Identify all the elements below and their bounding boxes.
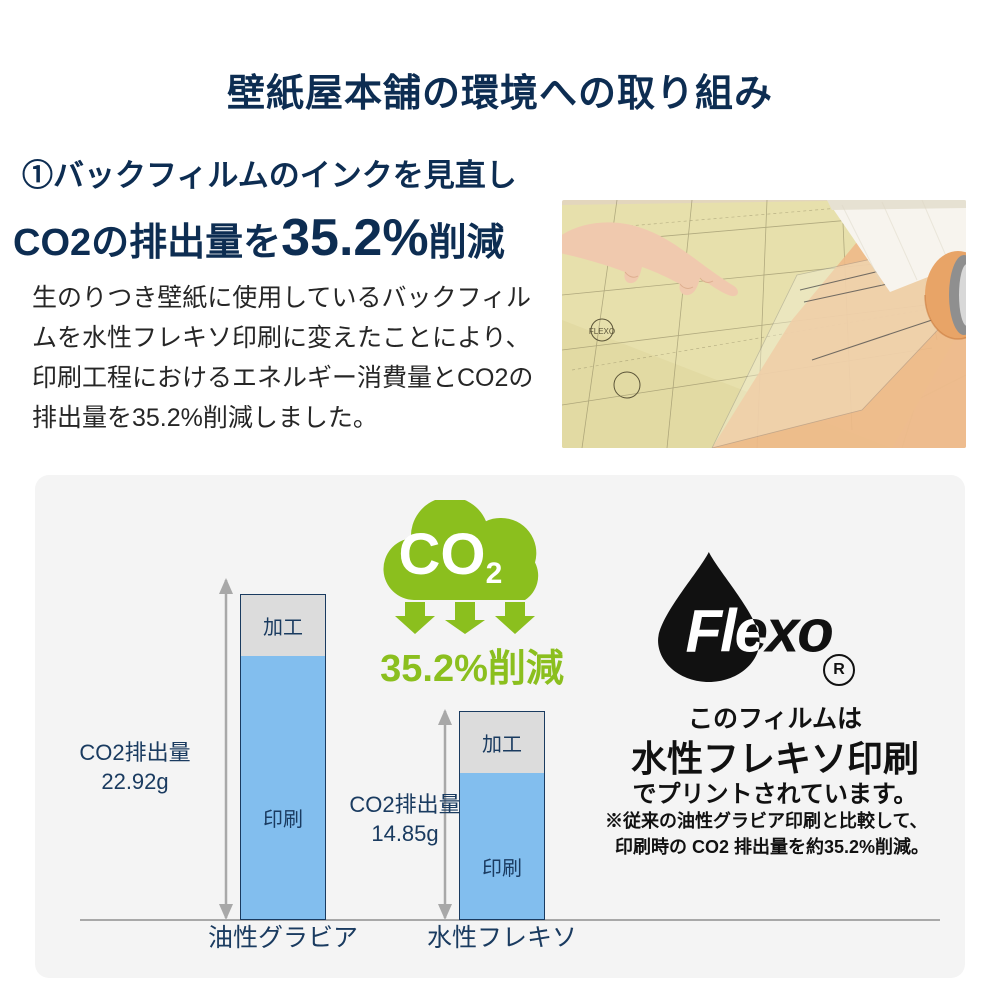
svg-text:2: 2: [486, 557, 503, 590]
svg-text:CO: CO: [399, 522, 486, 587]
svg-text:FLEXO: FLEXO: [589, 327, 615, 336]
